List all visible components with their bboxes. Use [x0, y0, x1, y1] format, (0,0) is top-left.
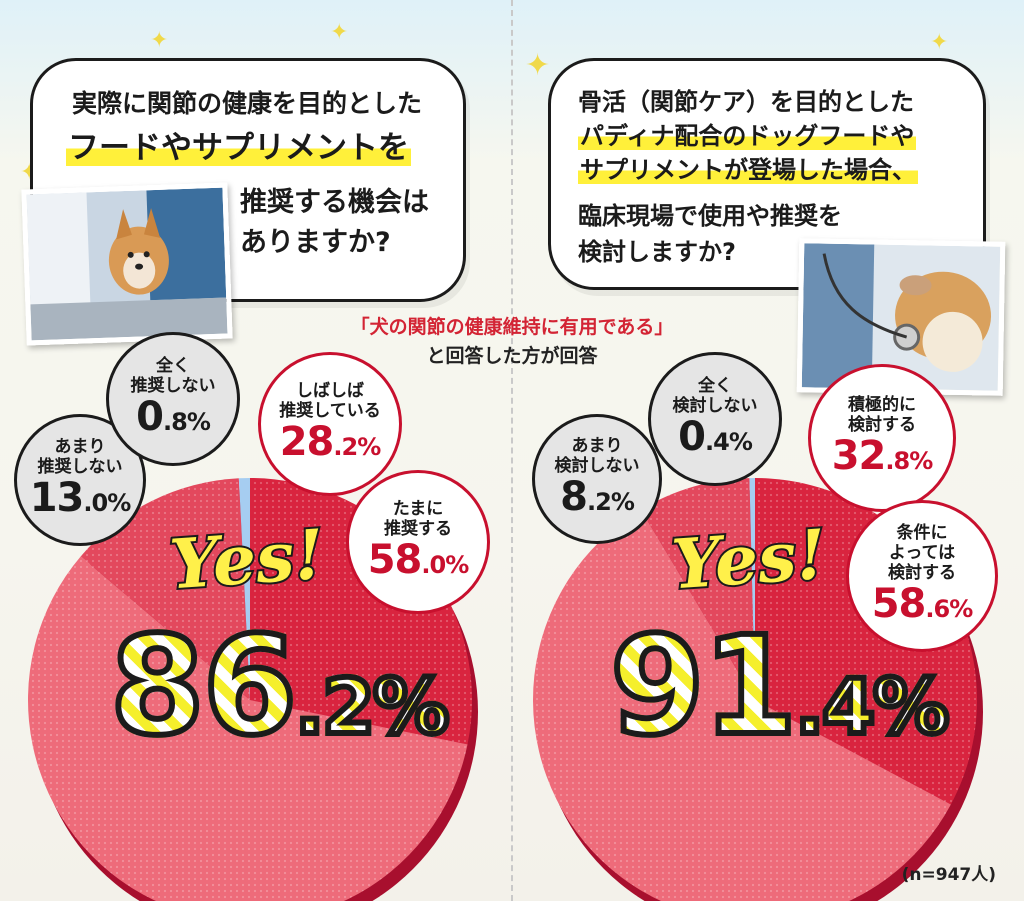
respondent-note: 「犬の関節の健康維持に有用である」 と回答した方が回答 — [300, 312, 724, 368]
right-label-rarely-line-1: あまり — [571, 435, 623, 456]
respondent-note-line-1: 「犬の関節の健康維持に有用である」 — [350, 316, 674, 338]
right-yes-label: Yes! — [667, 513, 830, 608]
left-question-bubble — [30, 58, 466, 302]
right-question-line-3-text: サプリメントが登場した場合、 — [578, 156, 918, 184]
left-label-sometimes-line-2: 推奨する — [384, 518, 452, 539]
left-label-sometimes: たまに 推奨する 58.0% — [346, 470, 490, 614]
left-total-main: 86 — [107, 605, 300, 769]
value-decimal: .4 — [704, 427, 730, 456]
vet-stethoscope-dog-photo — [796, 238, 1006, 396]
pie-slice-texture-rarely — [640, 478, 755, 700]
pie-slice-texture-sometimes — [28, 556, 468, 901]
sparkle-icon: ✦ — [330, 20, 349, 45]
left-label-sometimes-value: 58.0% — [367, 536, 470, 586]
value-unit: % — [728, 427, 753, 456]
right-label-conditional-value: 58.6% — [871, 580, 974, 630]
left-label-sometimes-line-1: たまに — [392, 498, 444, 519]
right-total-decimal: .4 — [792, 659, 878, 754]
right-label-conditional-line-1: 条件に — [896, 522, 948, 543]
right-question-line-3: サプリメントが登場した場合、 — [578, 150, 918, 185]
value-unit: % — [186, 407, 211, 436]
value-unit: % — [949, 594, 973, 623]
left-label-often-line-2: 推奨している — [279, 400, 381, 421]
vet-with-dog-photo — [21, 182, 233, 346]
vet-photo-image — [26, 187, 228, 341]
value-decimal: .6 — [925, 595, 950, 623]
value-decimal: .0 — [83, 488, 108, 517]
value-main: 58 — [871, 580, 927, 627]
right-label-conditional: 条件に よっては 検討する 58.6% — [846, 500, 998, 652]
right-label-actively-line-2: 検討する — [848, 414, 916, 435]
value-decimal: .2 — [333, 432, 358, 461]
right-label-conditional-line-2: よっては — [888, 542, 956, 563]
value-main: 8 — [560, 473, 588, 520]
left-question-line-1: 実際に関節の健康を目的とした — [72, 89, 423, 118]
value-main: 28 — [279, 418, 335, 465]
left-label-never-line-2: 推奨しない — [130, 375, 216, 396]
right-label-never-value: 0.4% — [678, 413, 753, 463]
left-question-line-4: ありますか? — [240, 227, 391, 258]
left-total-decimal: .2 — [292, 659, 378, 754]
respondent-note-line-2: と回答した方が回答 — [426, 345, 598, 367]
pie-slice-texture-often — [250, 478, 473, 745]
value-unit: % — [909, 446, 933, 475]
value-unit: % — [357, 432, 381, 461]
left-label-often: しばしば 推奨している 28.2% — [258, 352, 402, 496]
value-decimal: .8 — [162, 407, 188, 436]
right-total-unit: % — [870, 659, 952, 754]
right-label-actively-value: 32.8% — [831, 432, 934, 482]
left-label-never-value: 0.8% — [136, 393, 211, 443]
right-label-actively-line-1: 積極的に — [848, 394, 916, 415]
left-question-line-2: フードやサプリメントを — [66, 122, 411, 167]
right-label-never: 全く 検討しない 0.4% — [648, 352, 782, 486]
right-question-line-2: パディナ配合のドッグフードや — [578, 116, 917, 151]
right-label-never-line-2: 検討しない — [672, 395, 758, 416]
left-question-line-3: 推奨する機会は — [240, 187, 429, 218]
left-total-unit: % — [370, 659, 452, 754]
sparkle-icon: ✦ — [150, 28, 169, 53]
right-label-rarely-line-2: 検討しない — [554, 455, 640, 476]
left-label-never: 全く 推奨しない 0.8% — [106, 332, 240, 466]
panel-divider — [511, 0, 513, 901]
right-total-percent: 91.4% — [607, 605, 952, 769]
left-total-percent: 86.2% — [107, 605, 452, 769]
right-label-actively: 積極的に 検討する 32.8% — [808, 364, 956, 512]
pie-slice-never — [238, 478, 250, 700]
value-main: 0 — [678, 413, 706, 460]
vet-stethoscope-image — [801, 243, 1001, 391]
pie-slice-never — [749, 478, 755, 700]
right-label-rarely-value: 8.2% — [560, 473, 635, 523]
left-label-rarely-line-2: 推奨しない — [37, 456, 123, 477]
value-main: 32 — [831, 432, 887, 479]
left-label-often-value: 28.2% — [279, 418, 382, 468]
pie-slice-texture-conditional — [533, 509, 951, 901]
sparkle-icon: ✦ — [525, 48, 551, 83]
left-yes-label: Yes! — [165, 513, 328, 608]
left-label-rarely-line-1: あまり — [54, 436, 106, 457]
right-question-line-5: 検討しますか? — [578, 238, 736, 266]
right-question-line-2-text: パディナ配合のドッグフードや — [578, 122, 917, 150]
value-decimal: .8 — [885, 446, 910, 475]
left-label-rarely-value: 13.0% — [29, 474, 132, 524]
value-decimal: .2 — [586, 487, 612, 516]
sample-size-note: (n=947人) — [901, 865, 996, 885]
value-main: 0 — [136, 393, 164, 440]
right-label-rarely: あまり 検討しない 8.2% — [532, 414, 662, 544]
right-question-line-4: 臨床現場で使用や推奨を — [578, 202, 842, 230]
right-label-conditional-line-3: 検討する — [888, 562, 956, 583]
right-label-never-line-1: 全く — [698, 375, 732, 396]
value-unit: % — [445, 550, 469, 579]
pie-slice-texture-rarely — [80, 478, 250, 700]
right-question-line-1: 骨活（関節ケア）を目的とした — [578, 88, 914, 116]
left-label-often-line-1: しばしば — [296, 380, 364, 401]
sparkle-icon: ✦ — [930, 30, 949, 55]
right-total-main: 91 — [607, 605, 800, 769]
value-main: 13 — [29, 474, 85, 521]
left-question-line-2-text: フードやサプリメントを — [66, 130, 411, 166]
value-unit: % — [610, 487, 635, 516]
value-unit: % — [107, 488, 131, 517]
value-decimal: .0 — [421, 550, 446, 579]
left-label-never-line-1: 全く — [156, 355, 190, 376]
value-main: 58 — [367, 536, 423, 583]
